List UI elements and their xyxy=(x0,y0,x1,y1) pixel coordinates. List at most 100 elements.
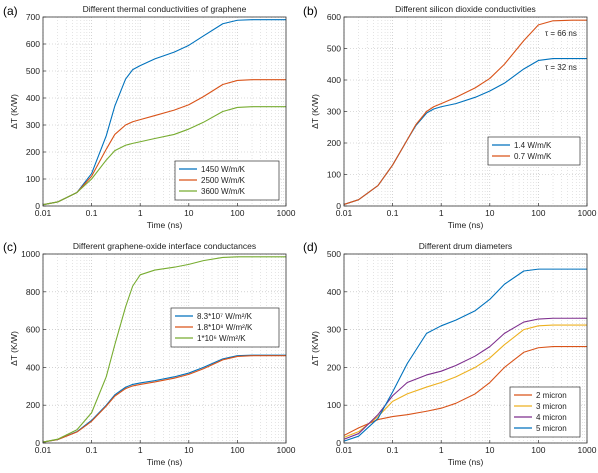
x-tick-label: 100 xyxy=(531,445,545,455)
panel-letter: (b) xyxy=(303,4,318,18)
panel-letter: (a) xyxy=(3,4,18,18)
series-line-4 xyxy=(343,268,587,442)
chart-panel-2: 0.01 0.1 1 10 100 1000 0 100 200 300 400 500 600 Diff… xyxy=(303,4,597,230)
chart-panel-1: 0.01 0.1 1 10 100 1000 0 100 200 300 400 500 600 700 D… xyxy=(3,4,296,230)
series-line-1 xyxy=(42,354,286,443)
annotation-label: τ = 32 ns xyxy=(545,63,577,72)
y-axis-label: ΔT (K/W) xyxy=(310,331,320,366)
x-tick-label: 1 xyxy=(439,208,444,218)
y-tick-label: 100 xyxy=(327,400,341,410)
x-tick-label: 10 xyxy=(184,445,194,455)
x-tick-label: 0.01 xyxy=(35,445,52,455)
legend-label: 5 micron xyxy=(536,424,567,433)
series-line-2 xyxy=(42,79,286,206)
x-tick-label: 100 xyxy=(230,445,244,455)
y-tick-label: 0 xyxy=(336,438,341,448)
y-tick-label: 300 xyxy=(327,107,341,117)
legend-label: 1*10⁶ W/m²/K xyxy=(197,334,246,343)
x-tick-label: 1 xyxy=(439,445,444,455)
plot-area xyxy=(344,17,587,206)
series-line-2 xyxy=(343,19,587,205)
axes-box xyxy=(42,253,287,444)
legend-label: 1450 W/m/K xyxy=(201,165,246,174)
legend-label: 1.8*10⁸ W/m²/K xyxy=(197,323,253,332)
x-tick-label: 10 xyxy=(485,445,495,455)
y-tick-label: 400 xyxy=(26,362,40,372)
y-tick-label: 500 xyxy=(26,66,40,76)
y-axis-label: ΔT (K/W) xyxy=(310,94,320,129)
legend-label: 3600 W/m/K xyxy=(201,187,246,196)
legend-label: 3 micron xyxy=(536,402,567,411)
y-tick-label: 600 xyxy=(26,39,40,49)
axes-box xyxy=(42,16,287,207)
x-axis-label: Time (ns) xyxy=(448,457,484,467)
chart-title: Different thermal conductivities of grap… xyxy=(83,4,247,14)
y-tick-label: 1000 xyxy=(21,249,40,259)
y-tick-label: 600 xyxy=(26,325,40,335)
axes-box xyxy=(343,253,588,444)
x-tick-label: 1 xyxy=(138,445,143,455)
series-line-3 xyxy=(42,106,286,206)
plot-area xyxy=(43,254,286,443)
y-tick-label: 300 xyxy=(26,120,40,130)
legend-label: 4 micron xyxy=(536,413,567,422)
y-tick-label: 100 xyxy=(26,174,40,184)
y-tick-label: 200 xyxy=(26,400,40,410)
y-tick-label: 700 xyxy=(26,12,40,22)
x-tick-label: 1000 xyxy=(277,445,296,455)
y-tick-label: 300 xyxy=(327,325,341,335)
y-tick-label: 0 xyxy=(35,201,40,211)
series-line-1 xyxy=(343,346,587,436)
panel-letter: (c) xyxy=(3,240,17,254)
x-tick-label: 100 xyxy=(531,208,545,218)
y-tick-label: 500 xyxy=(327,249,341,259)
x-tick-label: 1000 xyxy=(277,208,296,218)
x-axis-label: Time (ns) xyxy=(147,220,183,230)
x-tick-label: 10 xyxy=(184,208,194,218)
series-line-2 xyxy=(343,324,587,438)
chart-title: Different graphene-oxide interface condu… xyxy=(73,241,256,251)
x-tick-label: 100 xyxy=(230,208,244,218)
y-axis-label: ΔT (K/W) xyxy=(9,331,19,366)
legend-label: 2500 W/m/K xyxy=(201,176,246,185)
x-tick-label: 0.1 xyxy=(86,208,98,218)
y-tick-label: 600 xyxy=(327,12,341,22)
series-line-1 xyxy=(42,19,286,206)
x-tick-label: 10 xyxy=(485,208,495,218)
series-line-3 xyxy=(42,256,286,443)
chart-panel-4: 0.01 0.1 1 10 100 1000 0 100 200 300 400 500 Differe… xyxy=(303,240,597,467)
legend-label: 8.3*10⁷ W/m²/K xyxy=(197,312,253,321)
chart-panel-3: 0.01 0.1 1 10 100 1000 0 200 400 600 800 1000 Differ… xyxy=(3,240,296,467)
x-tick-label: 1000 xyxy=(578,208,597,218)
y-tick-label: 0 xyxy=(35,438,40,448)
x-tick-label: 0.1 xyxy=(86,445,98,455)
x-tick-label: 0.01 xyxy=(336,208,353,218)
x-tick-label: 1000 xyxy=(578,445,597,455)
y-tick-label: 400 xyxy=(26,93,40,103)
y-tick-label: 200 xyxy=(327,362,341,372)
y-axis-label: ΔT (K/W) xyxy=(9,94,19,129)
x-tick-label: 0.01 xyxy=(336,445,353,455)
y-tick-label: 500 xyxy=(327,44,341,54)
legend-label: 2 micron xyxy=(536,391,567,400)
axes-box xyxy=(343,16,588,207)
legend-label: 0.7 W/m/K xyxy=(514,152,552,161)
chart-title: Different drum diameters xyxy=(419,241,512,251)
y-tick-label: 100 xyxy=(327,170,341,180)
x-axis-label: Time (ns) xyxy=(147,457,183,467)
x-tick-label: 1 xyxy=(138,208,143,218)
y-tick-label: 800 xyxy=(26,287,40,297)
panel-letter: (d) xyxy=(303,240,318,254)
y-tick-label: 400 xyxy=(327,287,341,297)
x-axis-label: Time (ns) xyxy=(448,220,484,230)
legend-label: 1.4 W/m/K xyxy=(514,141,552,150)
legend-box xyxy=(487,136,581,166)
annotation-label: τ = 66 ns xyxy=(545,29,577,38)
series-line-2 xyxy=(42,355,286,443)
y-tick-label: 400 xyxy=(327,75,341,85)
x-tick-label: 0.1 xyxy=(387,208,399,218)
legend-box xyxy=(509,386,581,438)
chart-title: Different silicon dioxide conductivities xyxy=(395,4,536,14)
y-tick-label: 200 xyxy=(26,147,40,157)
